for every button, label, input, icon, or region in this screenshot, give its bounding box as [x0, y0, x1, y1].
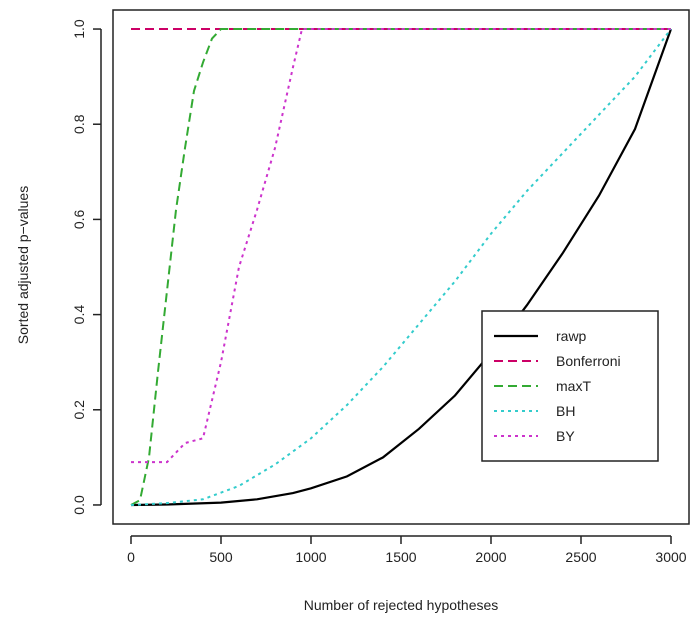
series-line-rawp — [130, 28, 673, 507]
x-tick-label: 0 — [127, 549, 135, 565]
y-tick-label: 0.8 — [71, 114, 87, 134]
y-axis-title: Sorted adjusted p−values — [15, 186, 31, 344]
x-tick-label: 3000 — [655, 549, 686, 565]
series-line-maxt — [130, 28, 671, 506]
y-axis: 0.0 0.2 0.4 0.6 0.8 1.0 — [71, 19, 102, 515]
x-tick-label: 500 — [209, 549, 233, 565]
series-line-by — [131, 28, 671, 464]
x-axis: 0 500 1000 1500 2000 2500 3000 — [127, 535, 687, 565]
legend-label-by: BY — [556, 428, 575, 444]
y-tick-label: 0.4 — [71, 305, 87, 325]
legend-label-bonferroni: Bonferroni — [556, 353, 621, 369]
legend-label-rawp: rawp — [556, 328, 587, 344]
y-tick-label: 0.6 — [71, 209, 87, 229]
x-axis-title: Number of rejected hypotheses — [304, 597, 499, 613]
legend: rawp Bonferroni maxT BH BY — [481, 310, 659, 462]
x-tick-label: 2000 — [475, 549, 506, 565]
y-tick-label: 0.2 — [71, 400, 87, 420]
y-tick-label: 1.0 — [71, 19, 87, 39]
x-tick-label: 1500 — [385, 549, 416, 565]
plot-box — [112, 9, 690, 525]
y-tick-label: 0.0 — [71, 495, 87, 515]
legend-label-maxt: maxT — [556, 378, 591, 394]
x-tick-label: 2500 — [565, 549, 596, 565]
series-line-bh — [130, 28, 672, 506]
legend-label-bh: BH — [556, 403, 575, 419]
x-tick-label: 1000 — [295, 549, 326, 565]
series-layer — [130, 28, 673, 507]
